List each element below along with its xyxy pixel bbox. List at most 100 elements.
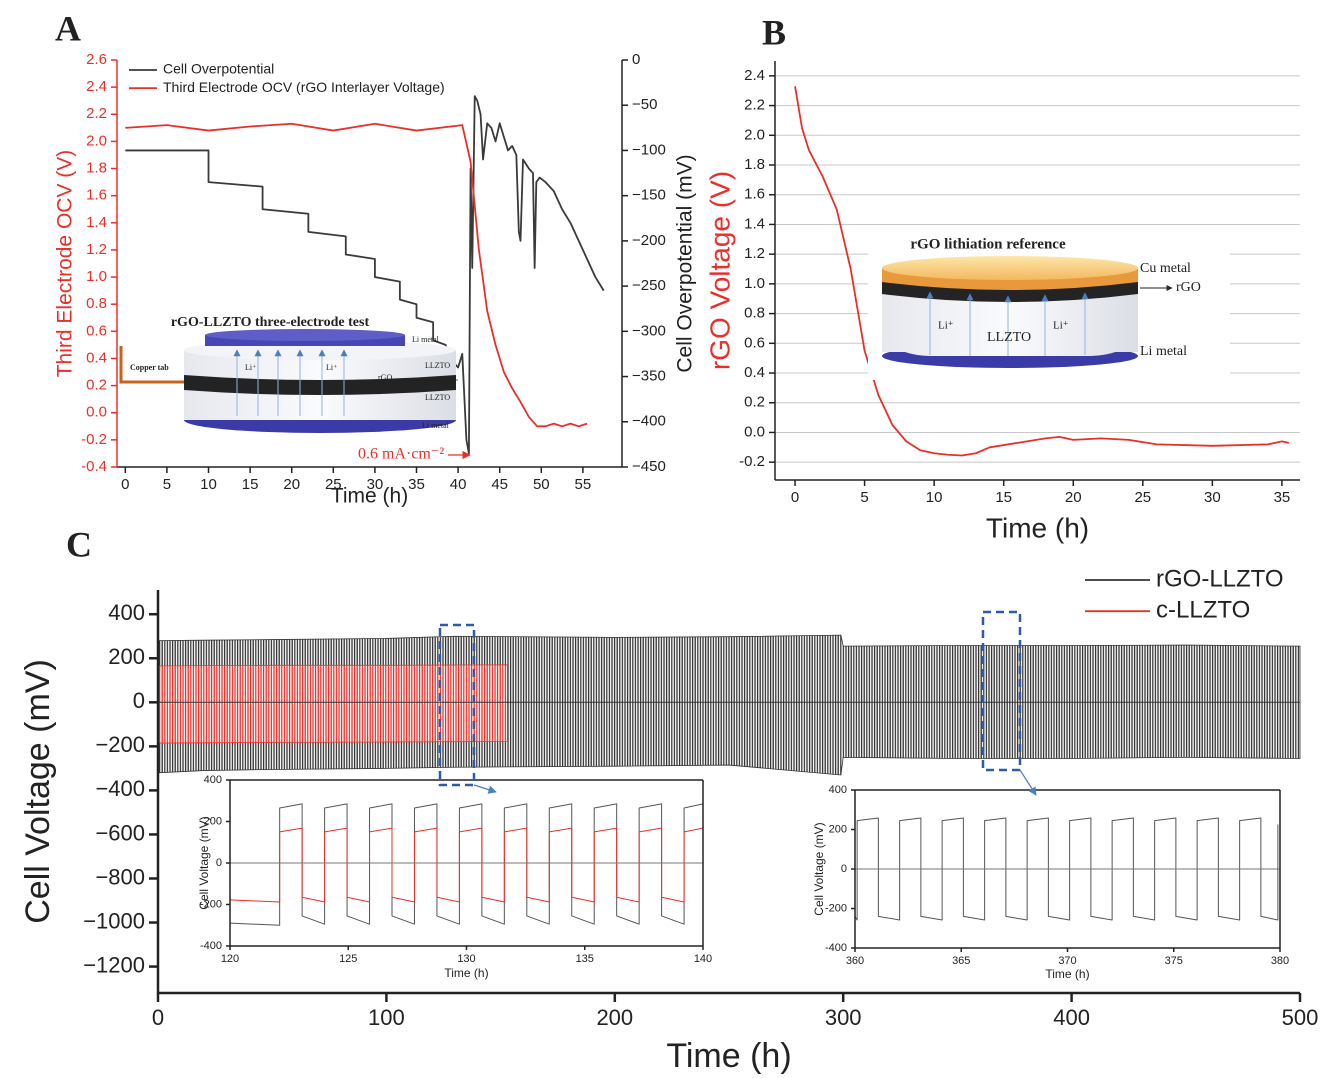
panel-label: C [66,524,92,564]
y-tick-label: 400 [829,784,847,796]
y2-tick-label: −400 [632,413,666,430]
y-tick-label: 1.2 [744,245,765,262]
x-tick-label: 380 [1271,955,1289,967]
diagram-label: Li⁺ [245,363,256,372]
diagram-a: rGO-LLZTO three-electrode test Copper ta… [119,315,458,433]
y-tick-label: −600 [95,820,145,845]
x-tick-label: 125 [339,953,357,965]
y-tick-label: 1.0 [86,268,107,285]
diagram-label: Li⁺ [326,363,337,372]
x-tick-label: 130 [457,953,475,965]
diagram-title: rGO lithiation reference [910,236,1066,252]
data-line [125,122,588,428]
x-tick-label: 45 [491,476,508,493]
y2-tick-label: −50 [632,96,657,113]
x-tick-label: 0 [121,476,129,493]
zoom-arrow [473,784,497,794]
chart: 360 365 370 375 380 -400 -200 0 200 400 Time (h) Ce… [812,784,1289,981]
x-tick-label: 140 [694,953,712,965]
x-tick-label: 500 [1282,1005,1319,1030]
x-tick-label: 30 [367,476,384,493]
diagram-label: Li⁺ [938,320,954,332]
annotation: 0.6 mA·cm⁻² [358,446,444,463]
legend-label: c-LLZTO [1156,597,1250,624]
y-tick-label: 0.0 [744,423,765,440]
y-tick-label: 2.4 [86,78,107,95]
y2-axis-title: Cell Overpotential (mV) [674,154,697,372]
diagram-label: Li metal [422,421,450,430]
y-tick-label: 1.0 [744,275,765,292]
y-tick-label: 0 [133,688,145,713]
y-tick-label: 0.2 [86,377,107,394]
ion-arrows [926,291,1089,356]
diagram-label: Cu metal [1140,261,1191,276]
y2-tick-label: −350 [632,368,666,385]
y2-tick-label: 0 [632,51,640,68]
x-tick-label: 15 [995,489,1012,506]
y-tick-label: 0.4 [744,364,765,381]
data-line [854,817,1279,921]
y-tick-label: 1.4 [744,215,765,232]
x-tick-label: 370 [1058,955,1076,967]
x-tick-label: 400 [1053,1005,1090,1030]
y-tick-label: 2.0 [86,132,107,149]
copper-tab [119,346,200,384]
y-tick-label: −400 [95,776,145,801]
y-tick-label: 0 [841,863,847,875]
y-tick-label: 2.2 [86,105,107,122]
legend-label: rGO-LLZTO [1156,565,1284,592]
y-tick-label: 0 [216,857,222,869]
ion-arrows [233,349,348,416]
y-tick-label: 0.0 [86,404,107,421]
y-tick-label: 0.6 [744,334,765,351]
chart: 120 125 130 135 140 -400 -200 0 200 400 Time (h) Ce… [197,774,712,980]
y-tick-label: -400 [200,940,222,952]
x-tick-label: 5 [163,476,171,493]
x-tick-label: 0 [152,1005,164,1030]
diagram-label: Li metal [1140,344,1187,359]
x-tick-label: 0 [791,489,799,506]
diagram-label: LLZTO [425,393,450,402]
voltage-band [157,664,508,744]
diagram-title: rGO-LLZTO three-electrode test [171,315,370,330]
y-tick-label: 1.4 [86,214,107,231]
y-axis-title: Cell Voltage (mV) [197,816,211,909]
x-tick-label: 25 [1134,489,1151,506]
y-tick-label: 200 [204,815,222,827]
rgo-layer [882,280,1138,302]
x-tick-label: 120 [221,953,239,965]
legend-label: Cell Overpotential [163,61,274,77]
x-tick-label: 200 [596,1005,633,1030]
y2-tick-label: −250 [632,277,666,294]
x-tick-label: 35 [408,476,425,493]
y-tick-label: 1.8 [86,160,107,177]
panel-label: A [55,8,81,48]
x-axis-title: Time (h) [331,485,408,508]
y-tick-label: 2.6 [86,51,107,68]
diagram-b: rGO lithiation reference Li⁺ Li⁺ LLZTO C… [868,230,1230,380]
y-axis-title: Cell Voltage (mV) [19,659,57,924]
y-tick-label: 0.8 [86,295,107,312]
x-tick-label: 100 [368,1005,405,1030]
y-tick-label: 1.6 [86,187,107,204]
y-tick-label: −200 [95,732,145,757]
y2-tick-label: −300 [632,322,666,339]
y-tick-label: 1.8 [744,156,765,173]
x-tick-label: 50 [533,476,550,493]
diagram-label: LLZTO [987,330,1031,345]
diagram-label: Copper tab [130,363,169,372]
x-tick-label: 375 [1165,955,1183,967]
y-tick-label: -0.2 [739,453,765,470]
y-tick-label: 2.0 [744,126,765,143]
y2-tick-label: −100 [632,141,666,158]
data-line [125,95,605,455]
x-axis-title: Time (h) [444,966,488,980]
y-tick-label: 0.2 [744,394,765,411]
data-line [794,86,1290,457]
diagram-label: rGO [378,373,392,382]
x-tick-label: 300 [825,1005,862,1030]
x-tick-label: 5 [860,489,868,506]
y-axis-title: rGO Voltage (V) [704,171,735,370]
